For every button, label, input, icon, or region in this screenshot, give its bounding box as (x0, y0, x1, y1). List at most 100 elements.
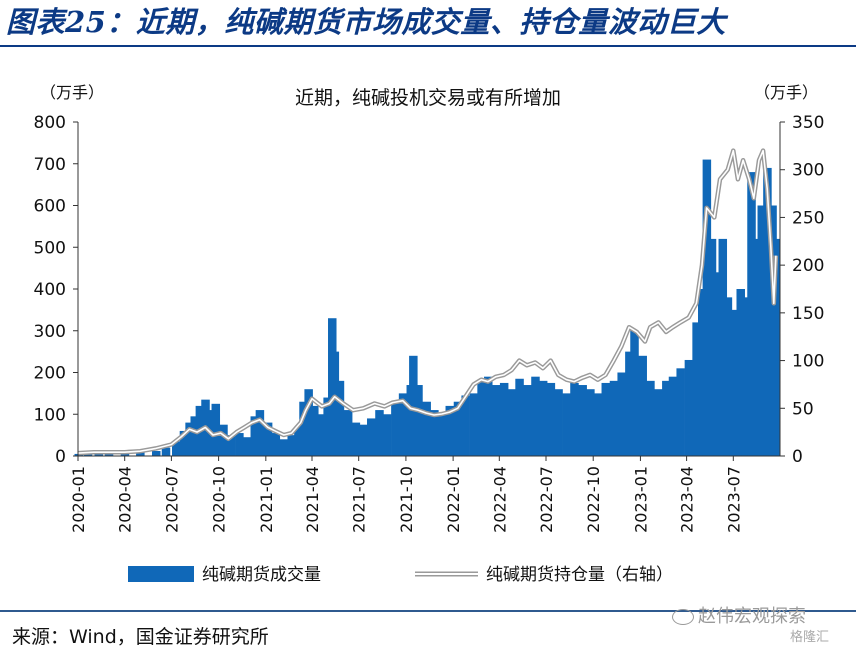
volume-bar (279, 439, 289, 456)
legend-bar-label: 纯碱期货成交量 (202, 565, 321, 585)
volume-bar (391, 401, 400, 456)
volume-bar (523, 385, 532, 456)
volume-bar (668, 376, 678, 456)
volume-bar (593, 393, 603, 456)
chart: 近期，纯碱投机交易或有所增加 （万手） （万手） 0 100 200 300 400 50… (34, 83, 825, 585)
x-tick-label: 2020-04 (116, 466, 135, 533)
volume-bar (430, 410, 439, 456)
right-tick-label: 250 (792, 208, 824, 228)
source-note: 来源：Wind，国金证券研究所 (12, 626, 269, 648)
volume-bar (335, 380, 345, 456)
legend: 纯碱期货成交量 纯碱期货持仓量（右轴） (128, 565, 673, 585)
volume-bar (538, 380, 548, 456)
volume-bar (609, 380, 619, 456)
volume-bar (317, 414, 327, 456)
volume-bar (445, 405, 455, 456)
volume-bar (263, 422, 273, 456)
x-tick-label: 2022-07 (537, 466, 556, 533)
volume-bar (226, 435, 236, 456)
volume-bar (343, 410, 353, 456)
volume-bar (398, 393, 408, 456)
left-tick-label: 600 (34, 197, 66, 217)
volume-bar (638, 355, 647, 456)
volume-bar (491, 385, 501, 456)
volume-bar (601, 382, 611, 456)
left-tick-label: 200 (34, 364, 66, 384)
x-tick-label: 2021-07 (350, 466, 369, 533)
volume-bar (172, 441, 181, 456)
volume-bar (461, 395, 470, 456)
volume-bar (625, 351, 634, 456)
x-tick-label: 2023-07 (724, 466, 743, 533)
volume-bar (698, 289, 707, 456)
volume-bar (409, 355, 418, 456)
volume-bar (250, 416, 260, 456)
volume-bar (367, 418, 376, 456)
volume-bar (702, 159, 712, 456)
x-tick-label: 2023-01 (631, 466, 650, 533)
volume-bar (662, 380, 671, 456)
left-tick-label: 300 (34, 322, 66, 342)
x-tick-label: 2022-01 (444, 466, 463, 533)
volume-bar (94, 453, 104, 456)
left-tick-label: 500 (34, 238, 66, 258)
volume-bar (219, 424, 228, 456)
left-tick-label: 100 (34, 405, 66, 425)
volume-bar (507, 389, 517, 456)
footer-rule (0, 610, 856, 612)
volume-bar (190, 416, 199, 456)
volume-bar (713, 272, 723, 456)
volume-bar (375, 410, 384, 456)
volume-bar (287, 435, 296, 456)
left-tick-label: 800 (34, 113, 66, 133)
x-tick-label: 2023-04 (678, 466, 697, 533)
volume-bar (757, 205, 767, 456)
open-interest-line (78, 149, 777, 454)
axes: 0 100 200 300 400 500 600 700 800 0 50 100 150 200 250… (34, 113, 825, 533)
volume-bar (422, 401, 431, 456)
x-tick-label: 2021-10 (397, 466, 416, 533)
volume-bar (330, 351, 340, 456)
volume-bar (152, 450, 161, 456)
volume-bar (747, 172, 756, 456)
volume-bar (723, 297, 733, 456)
volume-bar (531, 376, 540, 456)
figure-title: 图表25：近期，纯碱期货市场成交量、持仓量波动巨大 (6, 5, 726, 39)
plot-area (74, 148, 781, 457)
x-tick-label: 2022-04 (490, 466, 509, 533)
volume-bar (453, 401, 463, 456)
volume-bar (304, 389, 313, 456)
watermark: 赵伟宏观探索 (672, 602, 806, 628)
volume-bar (617, 372, 626, 456)
volume-bar (692, 322, 701, 456)
right-tick-label: 200 (792, 256, 824, 276)
right-tick-label: 50 (792, 399, 814, 419)
left-tick-label: 400 (34, 280, 66, 300)
left-axis-unit: （万手） (40, 83, 104, 102)
volume-bar (299, 401, 308, 456)
right-axis-unit: （万手） (754, 83, 818, 102)
volume-bar (235, 433, 244, 456)
volume-bar (676, 368, 685, 456)
volume-bar (310, 405, 319, 456)
right-tick-label: 350 (792, 113, 824, 133)
title-rule (0, 45, 856, 47)
volume-bar (654, 389, 663, 456)
right-tick-label: 150 (792, 304, 824, 324)
right-tick-label: 300 (792, 161, 824, 181)
volume-bar (763, 167, 772, 457)
volume-bar (630, 330, 639, 456)
x-tick-label: 2020-07 (162, 466, 181, 533)
volume-bar (359, 424, 368, 456)
volume-bar (554, 389, 563, 456)
volume-bar (477, 380, 486, 456)
volume-bar (414, 385, 423, 456)
x-tick-label: 2021-04 (303, 466, 322, 533)
x-tick-label: 2020-01 (69, 466, 88, 533)
volume-bar (736, 289, 745, 456)
volume-bar (484, 376, 493, 456)
volume-bar (255, 410, 265, 456)
volume-bar (562, 393, 572, 456)
right-tick-label: 100 (792, 352, 824, 372)
volume-bar (211, 403, 221, 456)
